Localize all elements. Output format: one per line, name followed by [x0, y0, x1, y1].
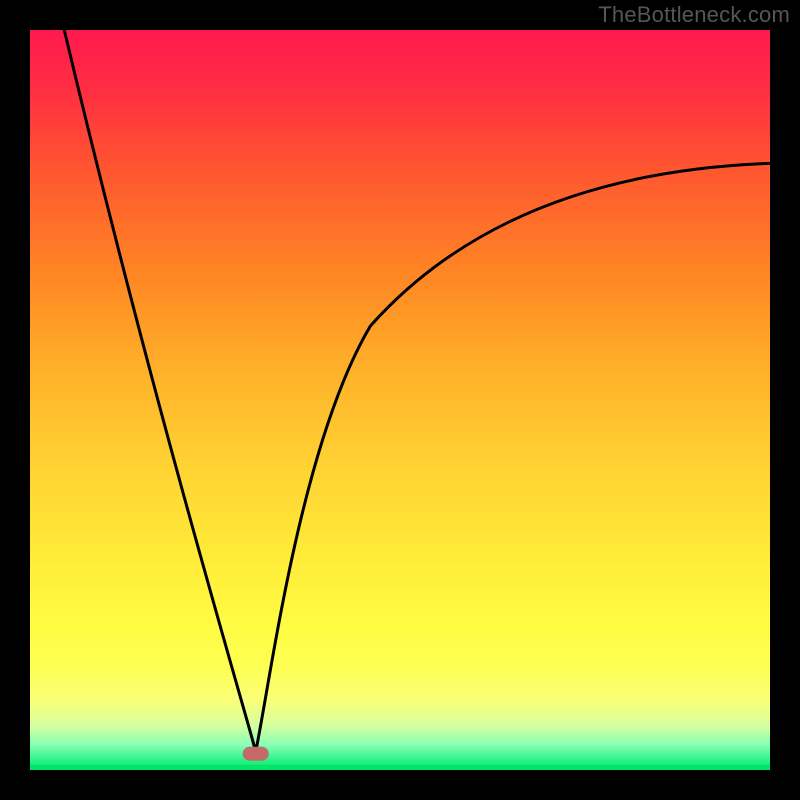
bottom-green-strip — [30, 765, 770, 770]
optimal-point-marker — [243, 747, 269, 761]
watermark-text: TheBottleneck.com — [598, 2, 790, 28]
bottleneck-chart-svg — [0, 0, 800, 800]
gradient-background — [30, 30, 770, 770]
figure-frame: TheBottleneck.com — [0, 0, 800, 800]
